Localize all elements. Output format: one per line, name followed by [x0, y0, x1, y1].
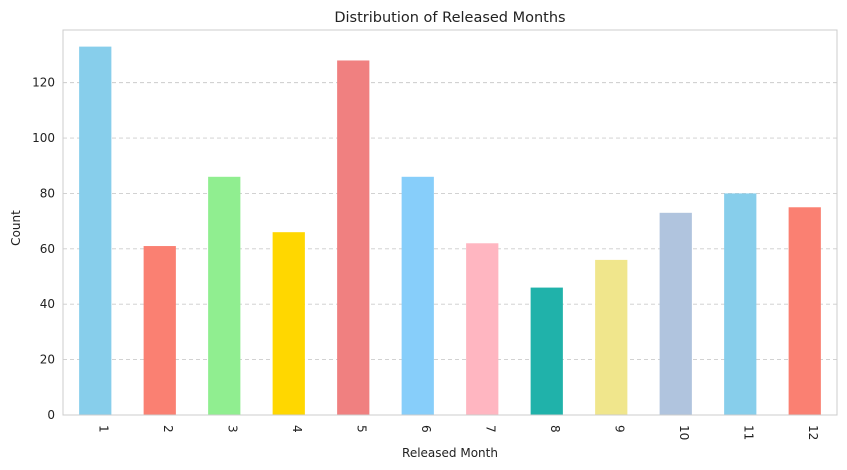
x-tick-labels: 1 2 3 4 5 6 7 8 9 10 11 12 — [96, 425, 820, 440]
y-tick-label: 60 — [40, 242, 55, 256]
x-tick-label: 4 — [290, 425, 304, 433]
bar-month-10 — [659, 212, 692, 415]
x-tick-label: 11 — [741, 425, 755, 440]
chart-title: Distribution of Released Months — [334, 10, 565, 26]
x-tick-label: 9 — [612, 425, 626, 433]
x-tick-label: 2 — [161, 425, 175, 433]
y-tick-label: 120 — [32, 76, 55, 90]
bar-month-1 — [79, 46, 112, 415]
bar-month-6 — [401, 176, 434, 415]
bar-month-5 — [337, 60, 370, 416]
bars — [79, 46, 821, 416]
x-tick-label: 5 — [354, 425, 368, 433]
bar-month-11 — [724, 193, 757, 415]
x-tick-label: 7 — [483, 425, 497, 433]
x-tick-label: 6 — [419, 425, 433, 433]
x-axis-label: Released Month — [402, 446, 498, 460]
plot-frame — [62, 29, 838, 416]
x-tick-label: 8 — [548, 425, 562, 433]
x-tick-label: 10 — [677, 425, 691, 440]
x-tick-label: 12 — [806, 425, 820, 440]
bar-month-12 — [788, 207, 821, 415]
bar-month-4 — [272, 232, 305, 415]
bar-month-7 — [466, 243, 499, 415]
y-tick-label: 20 — [40, 353, 55, 367]
bar-month-2 — [143, 246, 176, 415]
y-tick-label: 40 — [40, 297, 55, 311]
bar-month-9 — [595, 259, 628, 415]
y-tick-label: 0 — [47, 408, 55, 422]
y-tick-labels: 0 20 40 60 80 100 120 — [32, 76, 55, 422]
y-tick-label: 80 — [40, 186, 55, 200]
bar-month-3 — [208, 176, 241, 415]
x-tick-label: 1 — [96, 425, 110, 433]
y-axis-label: Count — [9, 210, 23, 246]
y-tick-label: 100 — [32, 131, 55, 145]
x-tick-label: 3 — [225, 425, 239, 433]
grid-lines — [63, 82, 837, 361]
bar-month-8 — [530, 287, 563, 415]
